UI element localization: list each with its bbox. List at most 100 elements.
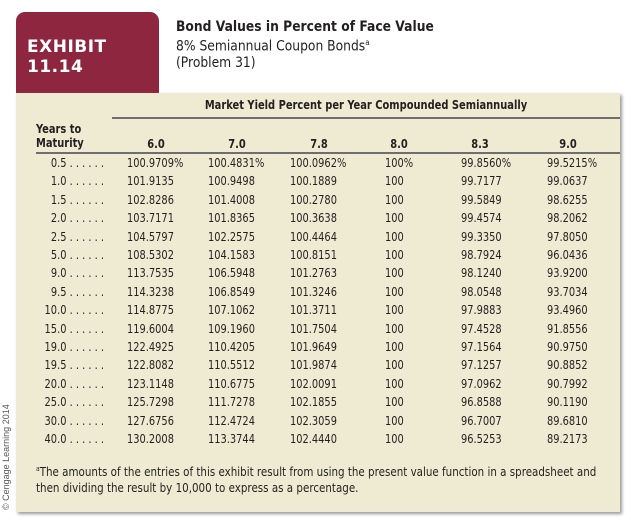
table-row: 40.0 . . . . . . 130.2008 113.3744 102.4440… (16, 432, 620, 450)
value-cell: 100.3638 (290, 211, 337, 226)
value-cell: 100 (385, 432, 404, 446)
value-cell: 101.9874 (290, 358, 337, 373)
value-cell: 100 (385, 340, 404, 354)
value-cell: 102.3059 (290, 413, 337, 428)
footnote-line-2: then dividing the result by 10,000 to ex… (36, 481, 359, 495)
value-cell: 101.4008 (208, 192, 255, 207)
exhibit-title: Bond Values in Percent of Face Value 8% … (176, 19, 434, 71)
title-line-2-text: 8% Semiannual Coupon Bonds (176, 38, 366, 55)
column-header: 8.3 (471, 136, 489, 151)
table-row: 19.5 . . . . . . 122.8082 110.5512 101.9874… (16, 358, 620, 376)
years-cell: 30.0 . . . . . . (44, 413, 104, 428)
value-cell: 100 (385, 358, 404, 373)
value-cell: 101.9135 (127, 174, 174, 189)
value-cell: 108.5302 (127, 248, 174, 262)
value-cell: 110.6775 (208, 376, 255, 391)
value-cell: 101.3246 (290, 284, 337, 299)
value-cell: 100 (385, 211, 404, 226)
value-cell: 104.1583 (208, 248, 255, 262)
value-cell: 113.3744 (208, 432, 255, 446)
years-cell: 5.0 . . . . . . (50, 248, 104, 262)
value-cell: 114.3238 (127, 284, 174, 299)
years-cell: 1.0 . . . . . . (50, 174, 104, 189)
years-cell: 9.0 . . . . . . (50, 266, 104, 281)
value-cell: 100.4464 (290, 229, 337, 244)
value-cell: 125.7298 (127, 395, 174, 410)
value-cell: 98.6255 (547, 192, 588, 207)
table-row: 19.0 . . . . . . 122.4925 110.4205 101.9649… (16, 340, 620, 358)
column-header: 6.0 (147, 136, 165, 151)
value-cell: 97.1564 (461, 340, 502, 354)
table-row: 20.0 . . . . . . 123.1148 110.6775 102.0091… (16, 377, 620, 395)
value-cell: 100.4831% (208, 156, 265, 170)
value-cell: 91.8556 (547, 321, 588, 336)
value-cell: 119.6004 (127, 321, 174, 336)
table-row: 9.5 . . . . . . 114.3238 106.8549 101.3246 1… (16, 285, 620, 303)
years-cell: 40.0 . . . . . . (44, 432, 104, 446)
value-cell: 123.1148 (127, 376, 174, 391)
exhibit-panel: Market Yield Percent per Year Compounded… (16, 93, 620, 512)
footnote-mark: a (36, 465, 40, 473)
value-cell: 100.9709% (127, 156, 184, 170)
value-cell: 102.8286 (127, 192, 174, 207)
exhibit-tab: EXHIBIT 11.14 (16, 12, 159, 94)
table-row: 30.0 . . . . . . 127.6756 112.4724 102.3059… (16, 414, 620, 432)
column-header: 9.0 (559, 136, 577, 151)
value-cell: 100 (385, 303, 404, 318)
value-cell: 100 (385, 229, 404, 244)
value-cell: 122.8082 (127, 358, 174, 373)
value-cell: 102.4440 (290, 432, 337, 446)
column-header: 7.0 (228, 136, 246, 151)
title-line-1: Bond Values in Percent of Face Value (176, 19, 434, 35)
value-cell: 100.0962% (290, 156, 347, 170)
value-cell: 103.7171 (127, 211, 174, 226)
row-header-line-1: Years to (36, 121, 82, 136)
years-cell: 20.0 . . . . . . (44, 376, 104, 391)
value-cell: 102.2575 (208, 229, 255, 244)
value-cell: 107.1062 (208, 303, 255, 318)
value-cell: 98.1240 (461, 266, 502, 281)
value-cell: 111.7278 (208, 395, 255, 410)
value-cell: 90.9750 (547, 340, 588, 354)
value-cell: 99.8560% (461, 156, 512, 170)
value-cell: 100 (385, 321, 404, 336)
value-cell: 101.8365 (208, 211, 255, 226)
value-cell: 96.5253 (461, 432, 502, 446)
column-header: 8.0 (390, 136, 408, 151)
years-cell: 25.0 . . . . . . (44, 395, 104, 410)
footnote: aThe amounts of the entries of this exhi… (36, 461, 621, 496)
value-cell: 100 (385, 413, 404, 428)
value-cell: 127.6756 (127, 413, 174, 428)
value-cell: 97.8050 (547, 229, 588, 244)
value-cell: 106.8549 (208, 284, 255, 299)
value-cell: 93.9200 (547, 266, 588, 281)
years-cell: 1.5 . . . . . . (50, 192, 104, 207)
table-row: 15.0 . . . . . . 119.6004 109.1960 101.7504… (16, 322, 620, 340)
footnote-line-1: The amounts of the entries of this exhib… (39, 465, 597, 479)
title-line-3: (Problem 31) (176, 54, 256, 71)
value-cell: 97.4528 (461, 321, 502, 336)
value-cell: 100 (385, 266, 404, 281)
value-cell: 102.1855 (290, 395, 337, 410)
column-header: 7.8 (310, 136, 328, 151)
years-cell: 2.0 . . . . . . (50, 211, 104, 226)
value-cell: 100.9498 (208, 174, 255, 189)
value-cell: 101.9649 (290, 340, 337, 354)
value-cell: 98.7924 (461, 248, 502, 262)
footnote-mark: a (365, 38, 370, 47)
table-row: 5.0 . . . . . . 108.5302 104.1583 100.8151 1… (16, 248, 620, 266)
value-cell: 101.2763 (290, 266, 337, 281)
table-row: 10.0 . . . . . . 114.8775 107.1062 101.3711… (16, 303, 620, 321)
value-cell: 97.9883 (461, 303, 502, 318)
copyright: © Cengage Learning 2014 (1, 404, 11, 510)
value-cell: 101.3711 (290, 303, 337, 318)
value-cell: 96.8588 (461, 395, 502, 410)
years-cell: 2.5 . . . . . . (50, 229, 104, 244)
value-cell: 104.5797 (127, 229, 174, 244)
table-row: 2.0 . . . . . . 103.7171 101.8365 100.3638 1… (16, 211, 620, 229)
value-cell: 89.6810 (547, 413, 588, 428)
header-rule (36, 152, 620, 154)
value-cell: 100% (385, 156, 414, 170)
years-cell: 9.5 . . . . . . (50, 284, 104, 299)
value-cell: 114.8775 (127, 303, 174, 318)
